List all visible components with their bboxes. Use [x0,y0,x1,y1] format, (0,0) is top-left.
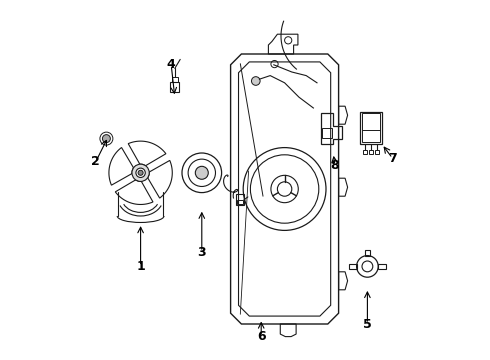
Text: 6: 6 [257,330,266,343]
Bar [369,150,373,154]
Bar [237,200,243,204]
Text: 7: 7 [388,152,397,165]
Bar [172,77,178,82]
Circle shape [102,135,110,143]
Text: 2: 2 [91,156,100,168]
Circle shape [132,164,149,181]
Circle shape [136,168,145,177]
Bar [171,82,179,92]
Text: 3: 3 [197,246,206,258]
Bar [362,113,380,142]
Text: 1: 1 [136,260,145,273]
Bar [349,264,357,269]
Bar [363,150,367,154]
Circle shape [196,166,208,179]
Bar [360,112,382,144]
Bar [365,250,370,256]
Bar [378,264,386,269]
Bar [322,128,332,138]
Text: 5: 5 [363,318,372,330]
Bar [236,194,244,205]
Text: 4: 4 [167,58,175,71]
Bar [375,150,379,154]
Circle shape [138,170,143,175]
Circle shape [251,77,260,85]
Text: 8: 8 [331,159,339,172]
